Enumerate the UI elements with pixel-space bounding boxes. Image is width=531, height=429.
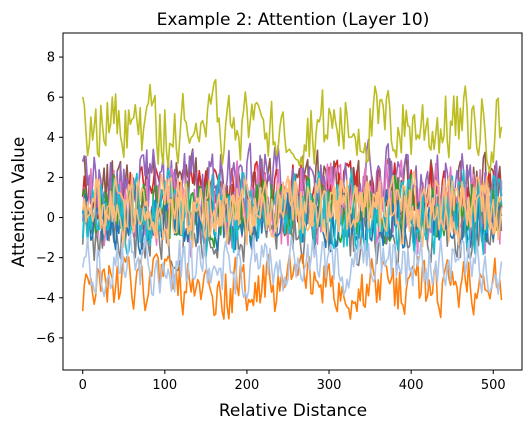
x-tick-label: 0 <box>79 378 87 393</box>
y-tick-label: −4 <box>36 291 55 306</box>
x-tick-label: 500 <box>481 378 506 393</box>
chart-title: Example 2: Attention (Layer 10) <box>157 10 430 30</box>
series-line <box>81 78 503 174</box>
series-line <box>81 233 503 300</box>
series-line <box>81 253 503 320</box>
y-tick-label: 8 <box>47 51 55 66</box>
y-tick-label: −6 <box>36 331 55 346</box>
x-tick-label: 400 <box>399 378 424 393</box>
y-tick-label: −2 <box>36 251 55 266</box>
y-tick-label: 4 <box>47 131 55 146</box>
x-axis-label: Relative Distance <box>219 401 367 421</box>
y-axis-label: Attention Value <box>9 137 29 268</box>
y-axis: −6 −4 −2 0 2 4 6 8 <box>36 51 63 346</box>
plot-area <box>81 78 503 320</box>
y-tick-label: 6 <box>47 91 55 106</box>
x-tick-label: 100 <box>152 378 177 393</box>
series-line <box>81 170 503 235</box>
y-tick-label: 2 <box>47 171 55 186</box>
x-axis: 0 100 200 300 400 500 <box>79 370 506 393</box>
y-tick-label: 0 <box>47 211 55 226</box>
x-tick-label: 200 <box>235 378 260 393</box>
axes-frame <box>62 32 523 371</box>
x-tick-label: 300 <box>317 378 342 393</box>
